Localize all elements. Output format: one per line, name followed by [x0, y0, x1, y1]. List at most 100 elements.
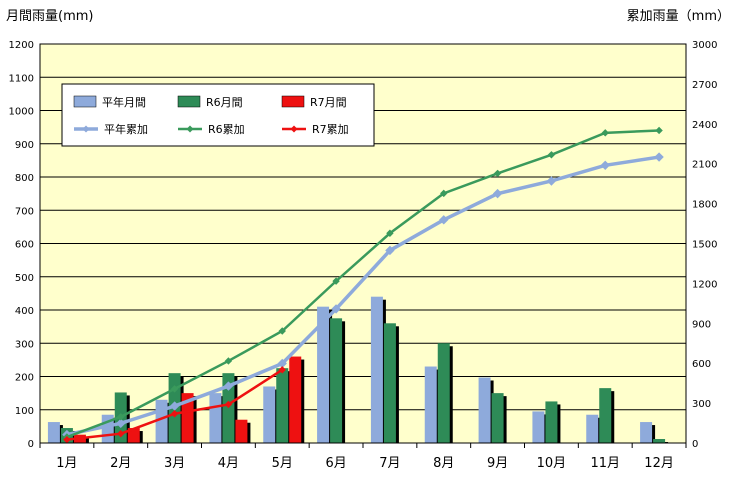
right-tick-label: 0 [692, 439, 698, 450]
bar [263, 386, 276, 443]
right-tick-label: 2100 [692, 160, 717, 171]
bar [235, 419, 248, 443]
right-tick-label: 1200 [692, 279, 717, 290]
series-point [601, 129, 609, 137]
left-tick-label: 0 [28, 439, 34, 450]
category-label: 2月 [110, 456, 131, 471]
series-point [600, 160, 610, 171]
bar [47, 422, 60, 443]
category-label: 4月 [218, 456, 239, 471]
legend-label: 平年累加 [104, 122, 148, 136]
category-label: 8月 [433, 456, 454, 471]
series-point [117, 429, 125, 438]
category-label: 11月 [590, 456, 620, 471]
right-tick-label: 2400 [692, 120, 717, 131]
series-point [117, 413, 125, 421]
axes: 0 100 200 300 400 500 600 700 800 900 1000 1100 1200… [9, 40, 718, 471]
bar [276, 368, 289, 443]
bar [653, 439, 666, 443]
bar [370, 296, 383, 443]
category-label: 6月 [325, 456, 346, 471]
series-line [66, 129, 660, 439]
category-label: 5月 [272, 456, 293, 471]
bar [289, 356, 302, 443]
bar [383, 323, 396, 443]
series-point [332, 277, 340, 285]
series-point [223, 381, 234, 391]
series-point [331, 304, 341, 314]
right-tick-label: 1800 [692, 200, 717, 211]
series-point [440, 189, 448, 198]
bar [424, 366, 437, 443]
bar [491, 393, 504, 443]
bar [640, 422, 653, 443]
category-label: 1月 [56, 456, 77, 471]
category-label: 10月 [537, 456, 567, 471]
right-tick-label: 300 [692, 399, 711, 410]
right-tick-label: 3000 [692, 40, 717, 51]
legend-marker [290, 125, 298, 133]
legend-swatch [73, 95, 97, 108]
category-label: 7月 [379, 456, 400, 471]
right-tick-label: 1500 [692, 240, 717, 251]
bar [545, 401, 558, 443]
bar-series [47, 296, 669, 443]
series-point [654, 152, 664, 162]
left-tick-label: 600 [15, 240, 34, 251]
left-tick-label: 900 [15, 140, 34, 151]
legend-label: R6月間 [206, 96, 243, 109]
left-tick-label: 300 [15, 339, 34, 350]
bar [127, 428, 140, 443]
bar [532, 411, 545, 443]
series-point [278, 327, 286, 335]
bar [330, 318, 343, 443]
series-point [386, 229, 394, 237]
right-tick-label: 600 [692, 359, 711, 370]
left-tick-label: 800 [15, 173, 34, 184]
left-axis-title: 月間雨量(mm) [6, 9, 93, 24]
legend-label: R6累加 [208, 123, 245, 136]
series-point [547, 151, 556, 159]
bar [209, 393, 222, 443]
left-tick-label: 1000 [9, 107, 34, 118]
series-point [385, 245, 395, 256]
series-point [439, 215, 449, 225]
series-point [170, 410, 179, 418]
series-point [224, 400, 233, 409]
series-point [169, 401, 180, 411]
left-tick-label: 700 [15, 206, 34, 217]
left-tick-label: 400 [15, 306, 34, 317]
category-label: 3月 [164, 456, 185, 471]
legend-label: R7月間 [310, 96, 347, 109]
legend-label: R7累加 [312, 123, 349, 136]
legend-marker [82, 125, 90, 133]
legend-swatch [281, 95, 305, 108]
category-label: 12月 [644, 456, 674, 471]
line-series [62, 126, 664, 444]
right-tick-label: 2700 [692, 80, 717, 91]
legend-swatch [177, 95, 201, 108]
series-point [170, 385, 179, 393]
series-point [278, 366, 286, 374]
series-point [546, 176, 557, 186]
bar [437, 343, 450, 443]
category-label: 9月 [487, 456, 508, 471]
bar [599, 388, 612, 443]
series-point [493, 169, 502, 178]
series-point [655, 126, 663, 135]
legend-marker [186, 125, 194, 133]
legend-label: 平年月間 [102, 95, 146, 109]
series-line [66, 155, 660, 437]
bar [478, 377, 491, 443]
bar [181, 393, 194, 443]
series-point [116, 418, 126, 429]
left-tick-label: 1100 [9, 73, 34, 84]
left-tick-label: 200 [15, 373, 34, 384]
legend-box [61, 83, 375, 147]
right-tick-label: 900 [692, 319, 711, 330]
series-point [224, 357, 233, 365]
series-point [492, 188, 503, 199]
bar [586, 414, 599, 443]
